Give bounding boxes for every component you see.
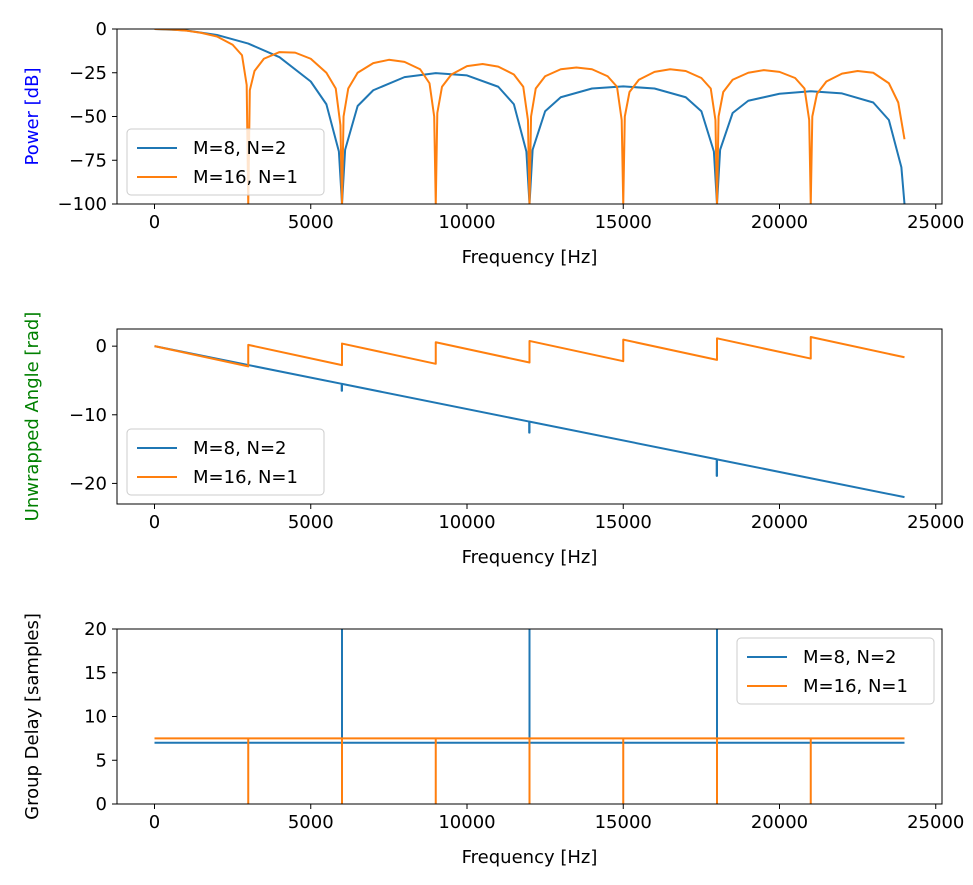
x-axis-label: Frequency [Hz] — [462, 847, 598, 868]
legend-label: M=8, N=2 — [193, 438, 287, 459]
legend-box — [736, 637, 935, 705]
legend-label: M=16, N=1 — [193, 167, 298, 188]
x-tick-label: 10000 — [438, 812, 495, 833]
x-tick-label: 25000 — [907, 212, 964, 233]
legend: M=8, N=2 M=16, N=1 — [126, 428, 325, 496]
series-line-1 — [154, 29, 906, 204]
x-tick-label: 10000 — [438, 212, 495, 233]
y-tick-label: 0 — [96, 19, 107, 40]
x-tick-label: 5000 — [288, 812, 334, 833]
series-line-1 — [154, 345, 905, 499]
x-tick-label: 5000 — [288, 212, 334, 233]
x-tick-label: 0 — [149, 812, 160, 833]
axes-frame — [116, 328, 943, 505]
legend: M=8, N=2 M=16, N=1 — [126, 128, 325, 196]
legend-label: M=16, N=1 — [803, 676, 908, 697]
y-tick-label: −25 — [69, 63, 107, 84]
y-tick-label: 20 — [84, 619, 107, 640]
x-tick-label: 15000 — [595, 212, 652, 233]
x-tick-label: 20000 — [751, 212, 808, 233]
x-tick-label: 25000 — [907, 512, 964, 533]
x-tick-label: 15000 — [595, 812, 652, 833]
y-tick-label: 15 — [84, 663, 107, 684]
x-tick-label: 10000 — [438, 512, 495, 533]
y-tick-label: −10 — [69, 405, 107, 426]
subplot-1: 0 5000 10000 15000 20000 25000 0 −25 −50 −75 −100 F… — [22, 19, 964, 268]
y-tick-label: 0 — [96, 336, 107, 357]
y-tick-label: −20 — [69, 473, 107, 494]
legend-label: M=16, N=1 — [193, 467, 298, 488]
y-tick-label: 0 — [96, 794, 107, 815]
series-line-2 — [154, 737, 905, 804]
x-tick-label: 0 — [149, 212, 160, 233]
y-tick-label: −50 — [69, 107, 107, 128]
x-tick-label: 0 — [149, 512, 160, 533]
x-tick-label: 20000 — [751, 512, 808, 533]
y-axis-label: Power [dB] — [22, 68, 43, 166]
series-line-1 — [154, 629, 905, 744]
series-line-2 — [154, 29, 906, 204]
legend: M=8, N=2 M=16, N=1 — [736, 637, 935, 705]
subplot-2: 0 5000 10000 15000 20000 25000 0 −10 −20 Frequenc… — [22, 312, 964, 568]
y-tick-label: −100 — [58, 194, 107, 215]
x-axis-label: Frequency [Hz] — [462, 547, 598, 568]
legend-box — [126, 428, 325, 496]
subplot-3: 0 5000 10000 15000 20000 25000 0 5 10 15 20 Frequen… — [22, 613, 964, 868]
y-axis-label: Group Delay [samples] — [22, 613, 43, 820]
x-tick-label: 15000 — [595, 512, 652, 533]
legend-label: M=8, N=2 — [193, 138, 287, 159]
legend-label: M=8, N=2 — [803, 647, 897, 668]
y-tick-label: 5 — [96, 750, 107, 771]
y-tick-label: 10 — [84, 707, 107, 728]
x-axis-label: Frequency [Hz] — [462, 247, 598, 268]
series-line-2 — [154, 336, 905, 368]
x-tick-label: 20000 — [751, 812, 808, 833]
x-tick-label: 25000 — [907, 812, 964, 833]
x-tick-label: 5000 — [288, 512, 334, 533]
y-tick-label: −75 — [69, 150, 107, 171]
legend-box — [126, 128, 325, 196]
y-axis-label: Unwrapped Angle [rad] — [22, 312, 43, 522]
